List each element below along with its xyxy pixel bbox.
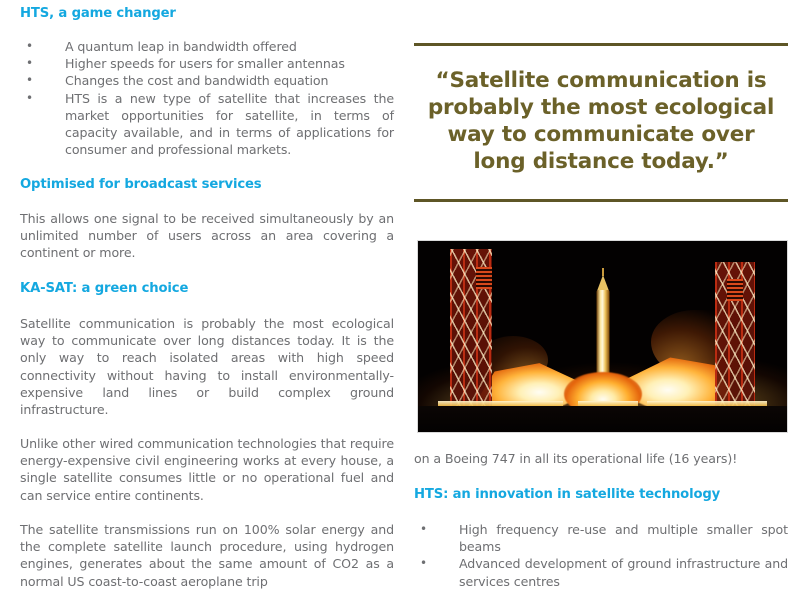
list-item: Advanced development of ground infrastru… [414, 555, 788, 589]
paragraph-wired-technologies: Unlike other wired communication technol… [20, 436, 394, 503]
left-column: HTS, a game changer A quantum leap in ba… [20, 0, 394, 600]
list-item: HTS is a new type of satellite that incr… [20, 90, 394, 159]
heading-kasat-green-choice: KA-SAT: a green choice [20, 281, 189, 296]
rocket-launch-photo [418, 241, 787, 432]
heading-hts-game-changer: HTS, a game changer [20, 6, 176, 21]
heading-optimised-broadcast: Optimised for broadcast services [20, 177, 262, 192]
list-item: Higher speeds for users for smaller ante… [20, 55, 394, 72]
launch-pad-center [578, 401, 638, 410]
tower-platform-left [476, 267, 492, 289]
ground-foreground [418, 406, 787, 432]
quote-rule-bottom [414, 199, 788, 202]
launch-pad-left [438, 401, 563, 410]
launch-pad-right [647, 401, 767, 410]
paragraph-solar-energy-co2: The satellite transmissions run on 100% … [20, 522, 394, 589]
rocket-tip [601, 268, 604, 276]
paragraph-broadcast-signal: This allows one signal to be received si… [20, 211, 394, 261]
list-item: High frequency re-use and multiple small… [414, 521, 788, 555]
right-column: “Satellite communication is probably the… [414, 0, 788, 600]
list-item: A quantum leap in bandwidth offered [20, 38, 394, 55]
bullet-list-hts-innovation: High frequency re-use and multiple small… [414, 521, 788, 590]
rocket-nose-cone [596, 275, 609, 291]
quote-rule-top [414, 43, 788, 46]
pull-quote: “Satellite communication is probably the… [427, 68, 775, 174]
list-item: Changes the cost and bandwidth equation [20, 72, 394, 89]
photo-content [418, 241, 787, 432]
heading-hts-innovation: HTS: an innovation in satellite technolo… [414, 487, 721, 502]
tower-platform-right [727, 279, 743, 301]
paragraph-boeing-continuation: on a Boeing 747 in all its operational l… [414, 451, 738, 466]
paragraph-ecological-communication: Satellite communication is probably the … [20, 316, 394, 418]
bullet-list-hts-features: A quantum leap in bandwidth offered High… [20, 38, 394, 158]
rocket-body [596, 290, 609, 390]
